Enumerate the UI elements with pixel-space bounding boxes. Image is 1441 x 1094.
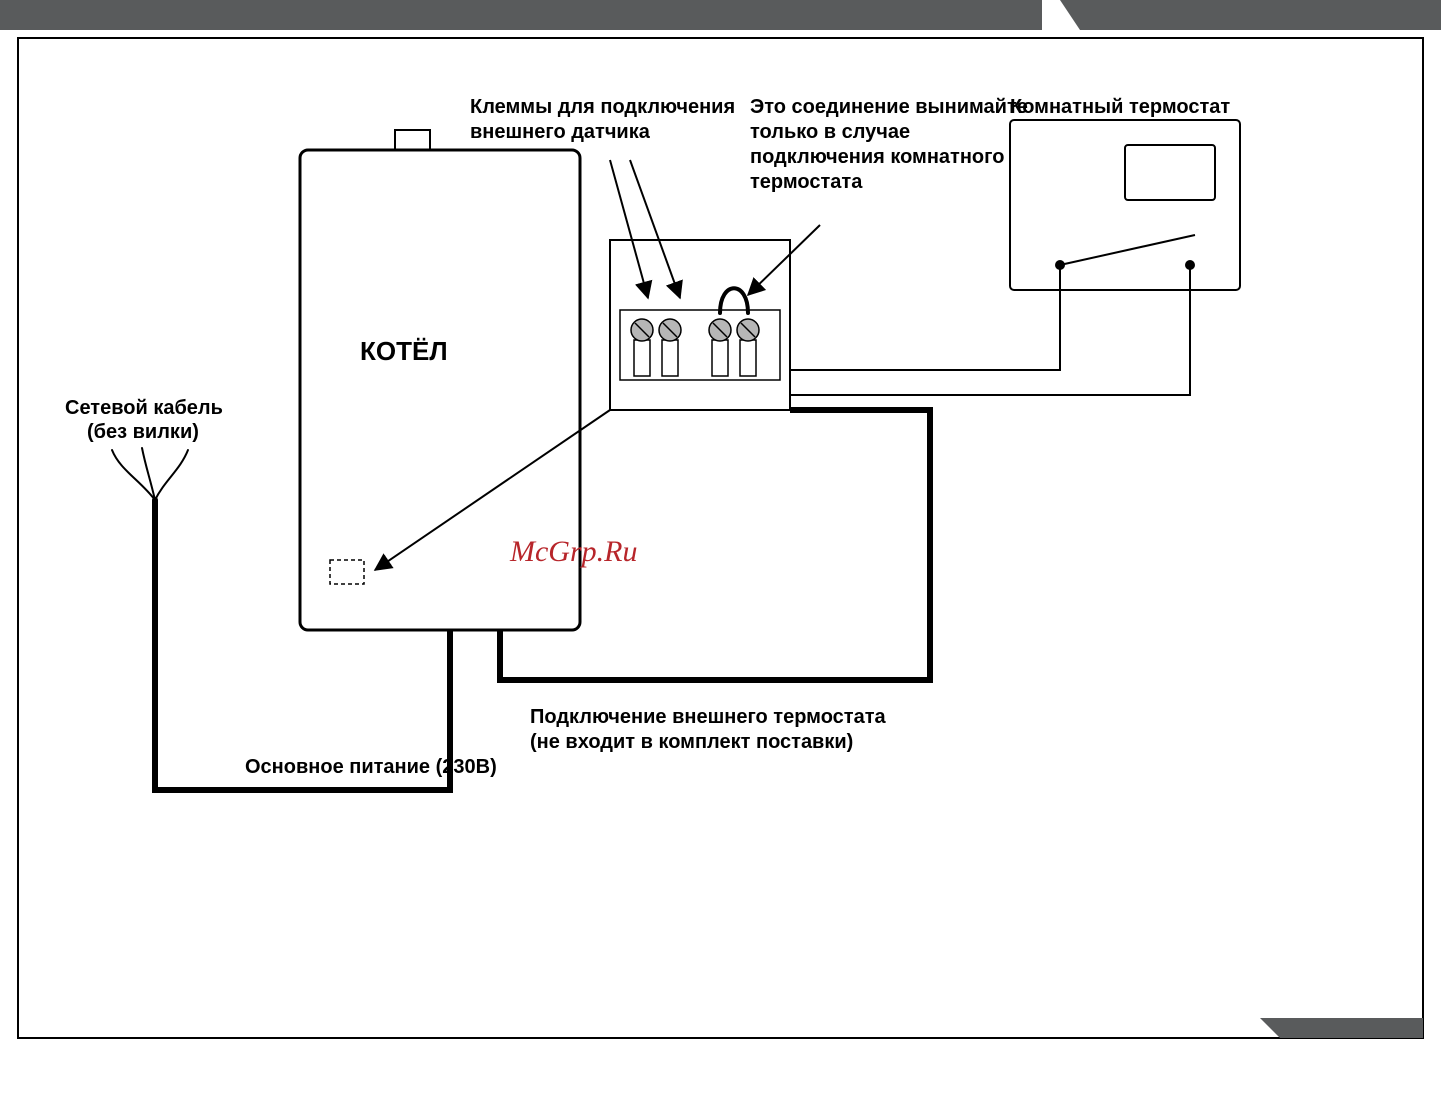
watermark: McGrp.Ru (510, 535, 637, 569)
diagram-canvas: Клеммы для подключения внешнего датчика … (0, 0, 1441, 1094)
label-power-cable-2: (без вилки) (87, 420, 199, 445)
label-jumper-note: Это соединение вынимайте только в случае… (750, 95, 1028, 195)
label-sensor-terminals: Клеммы для подключения внешнего датчика (470, 95, 735, 145)
label-power-cable-1: Сетевой кабель (65, 396, 223, 421)
label-thermostat: Комнатный термостат (1010, 95, 1230, 120)
label-boiler: КОТЁЛ (360, 335, 448, 368)
label-ext-thermo: Подключение внешнего термостата (не вход… (530, 705, 886, 755)
label-mains: Основное питание (230В) (245, 755, 497, 780)
wiring-diagram-svg (0, 0, 1441, 1094)
